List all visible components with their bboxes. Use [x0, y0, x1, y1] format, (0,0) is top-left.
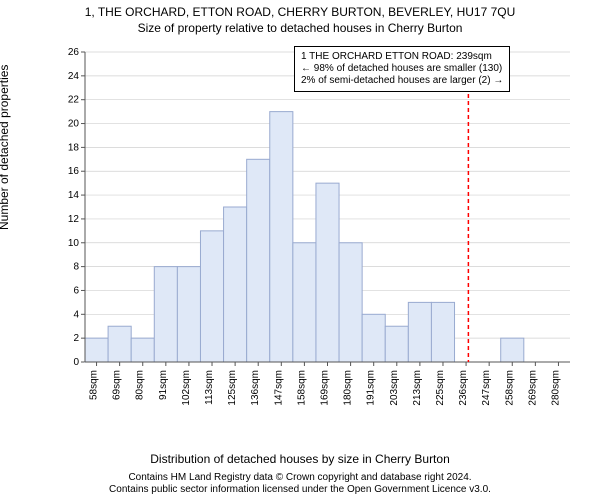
svg-text:102sqm: 102sqm	[181, 370, 192, 406]
histogram-bar	[85, 338, 108, 362]
svg-text:0: 0	[73, 357, 79, 368]
svg-text:20: 20	[68, 119, 80, 130]
histogram-bar	[362, 314, 385, 362]
svg-text:225sqm: 225sqm	[435, 370, 446, 406]
callout-line-3: 2% of semi-detached houses are larger (2…	[301, 75, 503, 87]
svg-text:236sqm: 236sqm	[458, 370, 469, 406]
footer-line-2: Contains public sector information licen…	[0, 484, 600, 496]
histogram-bar	[339, 243, 362, 362]
svg-text:80sqm: 80sqm	[135, 370, 146, 400]
svg-text:269sqm: 269sqm	[527, 370, 538, 406]
svg-text:125sqm: 125sqm	[227, 370, 238, 406]
svg-text:91sqm: 91sqm	[158, 370, 169, 400]
svg-text:8: 8	[73, 262, 79, 273]
svg-text:258sqm: 258sqm	[504, 370, 515, 406]
y-axis-label: Number of detached properties	[0, 65, 11, 230]
svg-text:69sqm: 69sqm	[112, 370, 123, 400]
histogram-bar	[200, 231, 223, 362]
svg-text:26: 26	[68, 47, 80, 58]
histogram-bar	[247, 159, 270, 362]
histogram-bar	[501, 338, 524, 362]
x-axis-label: Distribution of detached houses by size …	[0, 452, 600, 466]
svg-text:213sqm: 213sqm	[412, 370, 423, 406]
callout-line-1: 1 THE ORCHARD ETTON ROAD: 239sqm	[301, 51, 503, 63]
svg-text:14: 14	[68, 190, 80, 201]
page-title: 1, THE ORCHARD, ETTON ROAD, CHERRY BURTO…	[0, 0, 600, 19]
svg-text:280sqm: 280sqm	[550, 370, 561, 406]
svg-text:58sqm: 58sqm	[89, 370, 100, 400]
histogram-chart: 0246810121416182022242658sqm69sqm80sqm91…	[45, 44, 575, 424]
histogram-bar	[177, 267, 200, 362]
svg-text:147sqm: 147sqm	[273, 370, 284, 406]
svg-text:191sqm: 191sqm	[366, 370, 377, 406]
svg-text:24: 24	[68, 71, 80, 82]
histogram-bar	[154, 267, 177, 362]
svg-text:158sqm: 158sqm	[296, 370, 307, 406]
svg-text:12: 12	[68, 214, 80, 225]
histogram-bar	[385, 326, 408, 362]
svg-text:16: 16	[68, 166, 80, 177]
svg-text:180sqm: 180sqm	[343, 370, 354, 406]
histogram-bar	[108, 326, 131, 362]
svg-text:203sqm: 203sqm	[389, 370, 400, 406]
callout-line-2: ← 98% of detached houses are smaller (13…	[301, 63, 503, 75]
svg-text:18: 18	[68, 142, 80, 153]
histogram-bar	[131, 338, 154, 362]
svg-text:136sqm: 136sqm	[250, 370, 261, 406]
svg-text:22: 22	[68, 95, 80, 106]
svg-text:6: 6	[73, 285, 79, 296]
chart-area: 0246810121416182022242658sqm69sqm80sqm91…	[45, 44, 575, 424]
svg-text:4: 4	[73, 309, 79, 320]
footer-attribution: Contains HM Land Registry data © Crown c…	[0, 472, 600, 496]
svg-text:2: 2	[73, 333, 79, 344]
histogram-bar	[293, 243, 316, 362]
footer-line-1: Contains HM Land Registry data © Crown c…	[0, 472, 600, 484]
svg-text:247sqm: 247sqm	[481, 370, 492, 406]
svg-text:10: 10	[68, 238, 80, 249]
callout-box: 1 THE ORCHARD ETTON ROAD: 239sqm ← 98% o…	[294, 46, 510, 92]
histogram-bar	[408, 302, 431, 362]
page-subtitle: Size of property relative to detached ho…	[0, 19, 600, 35]
histogram-bar	[316, 183, 339, 362]
histogram-bar	[270, 112, 293, 362]
svg-text:113sqm: 113sqm	[204, 370, 215, 405]
svg-text:169sqm: 169sqm	[320, 370, 331, 406]
histogram-bar	[224, 207, 247, 362]
histogram-bar	[431, 302, 454, 362]
